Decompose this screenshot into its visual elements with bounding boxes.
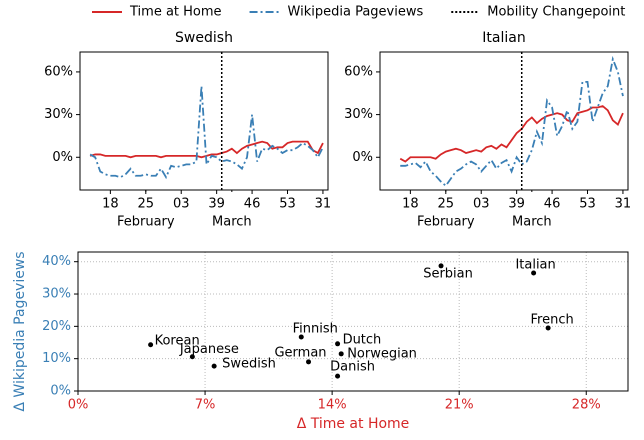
- x-tick-label: 46: [244, 197, 261, 212]
- y-tick-label: 60%: [344, 64, 373, 79]
- point-label: Korean: [155, 333, 200, 348]
- series-line: [89, 140, 324, 159]
- point-label: Serbian: [423, 266, 473, 281]
- y-tick-label: 20%: [42, 319, 71, 334]
- axes-frame: [379, 51, 629, 191]
- point-label: Dutch: [343, 332, 382, 347]
- x-tick-label: 03: [473, 197, 490, 212]
- scatter-point: [545, 325, 551, 331]
- x-tick-label: 53: [579, 197, 596, 212]
- x-tick-label: 18: [102, 197, 119, 212]
- month-label: February: [117, 215, 175, 230]
- point-label: Italian: [515, 258, 555, 273]
- point-label: Japanese: [179, 342, 239, 357]
- x-tick-label: 53: [279, 197, 296, 212]
- point-label: Swedish: [222, 357, 276, 372]
- x-tick-label: 21%: [445, 398, 474, 413]
- y-tick-label: 0%: [352, 150, 373, 165]
- scatter-point: [338, 351, 344, 357]
- scatter-point: [531, 270, 537, 276]
- x-tick-label: 7%: [195, 398, 216, 413]
- month-label: February: [417, 215, 475, 230]
- x-tick-label: 28%: [572, 398, 601, 413]
- y-tick-label: 0%: [52, 150, 73, 165]
- x-tick-label: 31: [615, 197, 632, 212]
- scatter-point: [335, 341, 341, 347]
- scatter-point: [148, 342, 154, 348]
- legend-label: Time at Home: [129, 5, 222, 20]
- x-tick-label: 39: [508, 197, 525, 212]
- x-tick-label: 25: [438, 197, 455, 212]
- y-tick-label: 40%: [42, 254, 71, 269]
- x-tick-label: 03: [173, 197, 190, 212]
- x-tick-label: 46: [544, 197, 561, 212]
- x-tick-label: 0%: [68, 398, 89, 413]
- x-tick-label: 39: [208, 197, 225, 212]
- legend-label: Mobility Changepoint: [487, 5, 625, 20]
- scatter-point: [189, 354, 195, 360]
- y-axis-label: Δ Wikipedia Pageviews: [12, 251, 28, 411]
- y-tick-label: 30%: [42, 287, 71, 302]
- axes-frame: [79, 51, 329, 191]
- scatter-point: [438, 263, 444, 269]
- y-tick-label: 0%: [50, 384, 71, 399]
- panel-title: Italian: [482, 30, 525, 46]
- point-label: Danish: [330, 360, 375, 375]
- y-tick-label: 30%: [344, 107, 373, 122]
- point-label: Finnish: [293, 322, 338, 337]
- series-line: [400, 55, 624, 188]
- scatter-point: [298, 334, 304, 340]
- x-tick-label: 25: [138, 197, 155, 212]
- y-tick-label: 10%: [42, 351, 71, 366]
- panel-title: Swedish: [175, 30, 233, 46]
- scatter-point: [335, 373, 341, 379]
- y-tick-label: 30%: [44, 107, 73, 122]
- point-label: French: [531, 312, 574, 327]
- x-tick-label: 18: [402, 197, 419, 212]
- x-axis-label: Δ Time at Home: [297, 416, 410, 432]
- point-label: German: [274, 345, 326, 360]
- month-label: March: [512, 215, 552, 230]
- scatter-point: [306, 359, 312, 365]
- series-line: [399, 105, 624, 163]
- x-tick-label: 14%: [318, 398, 347, 413]
- legend-label: Wikipedia Pageviews: [288, 5, 424, 20]
- axes-frame: [77, 251, 629, 392]
- x-tick-label: 31: [315, 197, 332, 212]
- scatter-point: [211, 363, 217, 369]
- point-label: Norwegian: [347, 346, 417, 361]
- series-line: [89, 86, 324, 180]
- month-label: March: [212, 215, 252, 230]
- y-tick-label: 60%: [44, 64, 73, 79]
